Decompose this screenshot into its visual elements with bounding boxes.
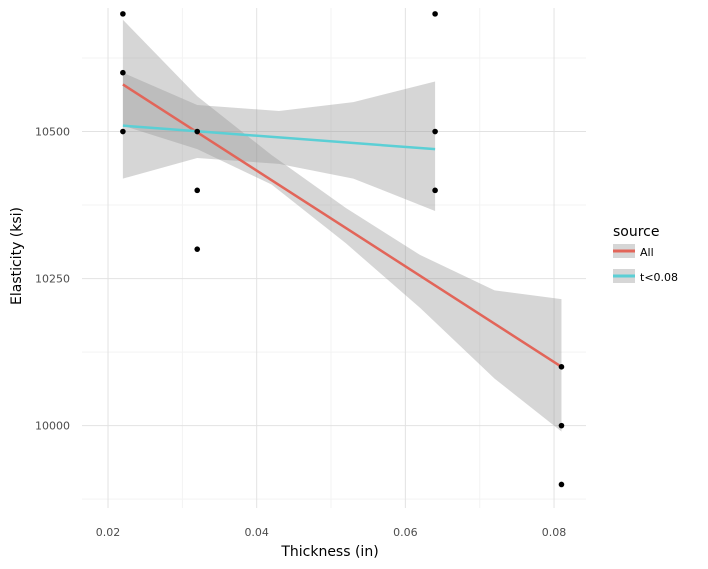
fit-line-t-0-08 — [122, 124, 436, 151]
x-tick-label: 0.04 — [244, 526, 269, 539]
data-point — [432, 128, 438, 135]
data-point — [558, 481, 565, 488]
legend-entry-t-lt-0-08: t<0.08 — [613, 269, 678, 284]
x-tick-label: 0.06 — [393, 526, 418, 539]
data-point — [120, 69, 126, 76]
x-axis-title: Thickness (in) — [280, 544, 378, 560]
x-tick-label: 0.02 — [96, 526, 121, 539]
y-tick-label: 10500 — [35, 126, 70, 139]
y-tick-label: 10000 — [35, 420, 70, 433]
y-axis-ticks: 10000 10250 10500 — [35, 126, 70, 433]
legend: source All t<0.08 — [613, 224, 678, 284]
y-tick-label: 10250 — [35, 273, 70, 286]
data-point — [194, 128, 201, 135]
legend-title: source — [613, 224, 660, 240]
y-axis-title: Elasticity (ksi) — [9, 207, 25, 305]
data-points — [120, 11, 565, 488]
confidence-band-t-0-08 — [122, 72, 436, 211]
data-point — [432, 187, 438, 194]
legend-entry-all: All — [613, 244, 654, 259]
legend-label-t-lt-0-08: t<0.08 — [640, 271, 678, 284]
x-tick-label: 0.08 — [542, 526, 567, 539]
data-point — [194, 187, 201, 194]
data-point — [120, 128, 126, 135]
x-axis-ticks: 0.02 0.04 0.06 0.08 — [96, 526, 567, 539]
data-point — [120, 11, 126, 17]
data-point — [432, 11, 438, 17]
legend-label-all: All — [640, 246, 654, 259]
major-grid — [82, 8, 586, 508]
minor-grid — [82, 8, 586, 508]
data-point — [558, 422, 565, 429]
data-point — [558, 364, 565, 370]
data-point — [194, 246, 201, 252]
